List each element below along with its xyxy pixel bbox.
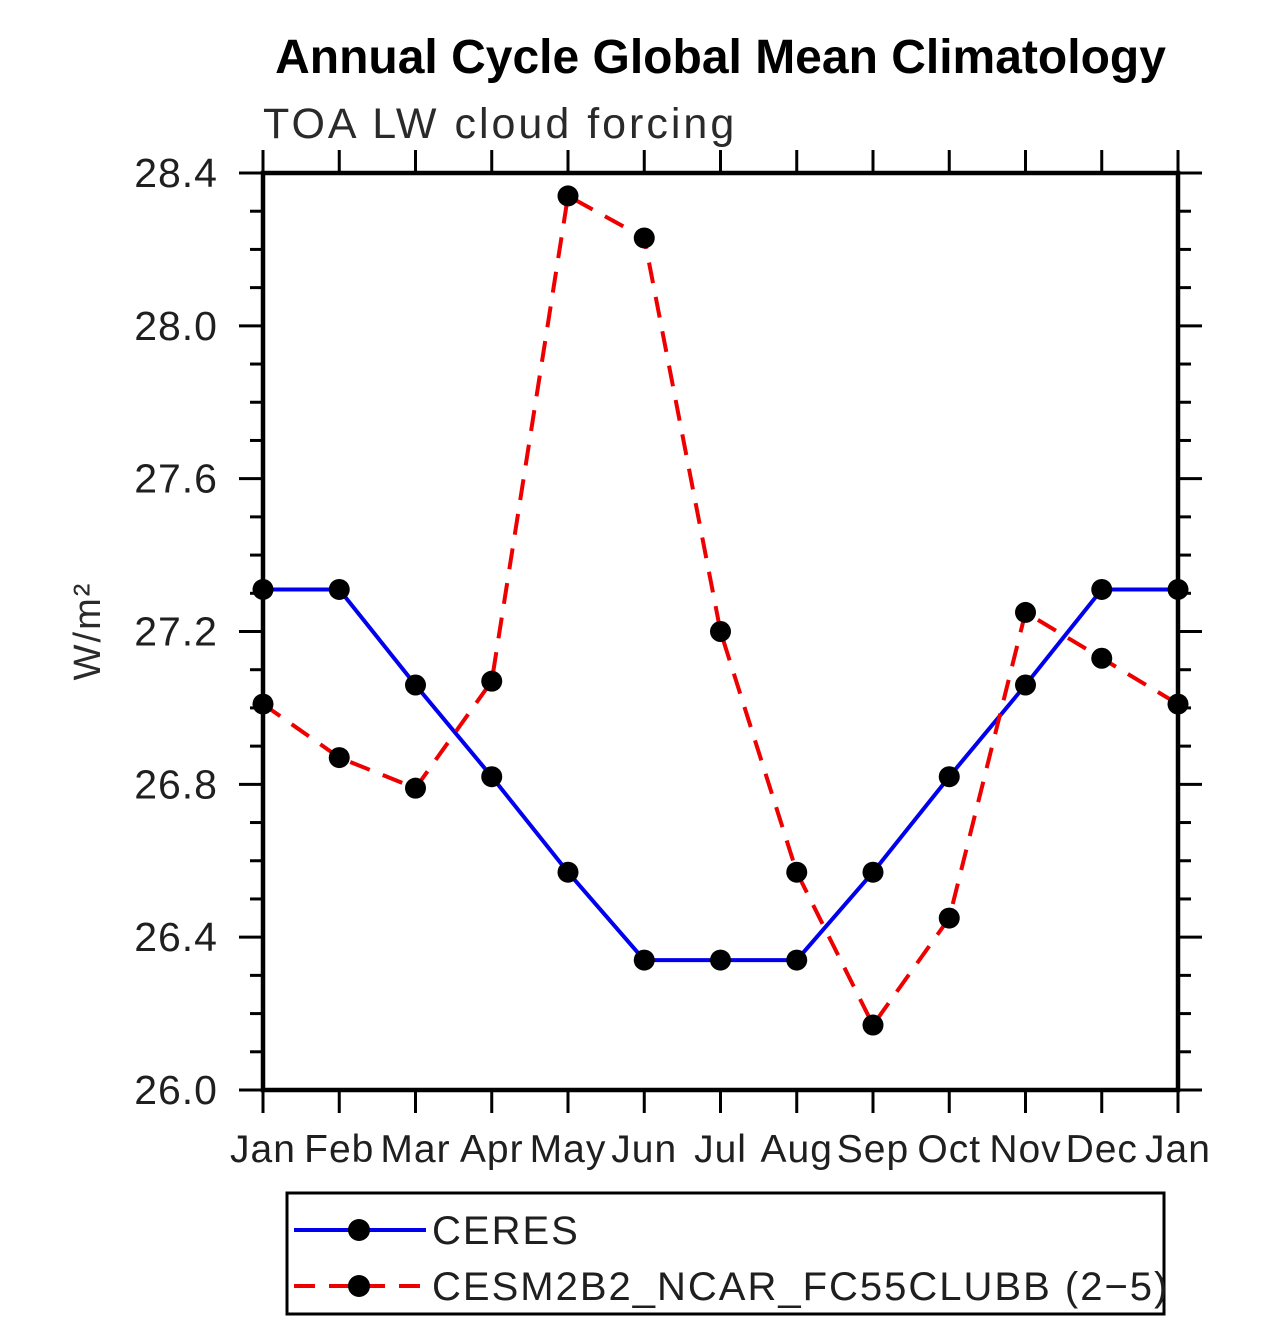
data-point [481, 670, 503, 692]
data-point [481, 766, 503, 788]
x-tick-label: Aug [761, 1128, 833, 1171]
series-line-obs [263, 587, 1178, 963]
legend-label: CERES [432, 1209, 580, 1253]
data-point [557, 185, 579, 207]
series-line-model [261, 192, 1180, 1029]
x-tick-label: Dec [1066, 1128, 1138, 1171]
data-point [938, 907, 960, 929]
data-point [1015, 601, 1036, 623]
data-point [710, 949, 731, 971]
x-tick-label: Jan [1145, 1128, 1211, 1171]
y-tick-label: 27.2 [134, 609, 218, 655]
data-point [405, 777, 426, 799]
data-point [328, 747, 350, 769]
y-tick-label: 28.4 [134, 150, 218, 196]
data-point [1167, 693, 1189, 715]
x-tick-label: Apr [460, 1128, 524, 1171]
data-point [1167, 578, 1189, 600]
data-point [557, 861, 579, 883]
x-tick-label: Oct [917, 1128, 981, 1171]
x-tick-label: Sep [837, 1128, 909, 1171]
x-tick-label: Jul [694, 1128, 747, 1171]
data-point [1015, 674, 1036, 696]
x-tick-label: Nov [989, 1128, 1061, 1171]
chart-subtitle: TOA LW cloud forcing [263, 100, 737, 148]
chart-title: Annual Cycle Global Mean Climatology [275, 31, 1166, 84]
data-point [862, 1014, 884, 1036]
data-point [405, 674, 426, 696]
y-tick-label: 28.0 [134, 303, 218, 349]
legend-marker [348, 1275, 370, 1297]
y-axis-label: W/m² [67, 582, 109, 681]
data-point [786, 861, 808, 883]
x-tick-label: Feb [304, 1128, 374, 1171]
data-point [633, 227, 655, 249]
x-tick-label: Jan [230, 1128, 296, 1171]
y-tick-label: 26.8 [134, 761, 218, 807]
x-tick-label: May [530, 1128, 607, 1171]
data-point [786, 949, 808, 971]
data-point [1091, 578, 1113, 600]
x-tick-label: Mar [380, 1128, 450, 1171]
y-tick-label: 26.0 [134, 1067, 218, 1113]
data-point [633, 949, 655, 971]
legend-label: CESM2B2_NCAR_FC55CLUBB (2−5) [432, 1265, 1169, 1309]
data-point [328, 578, 350, 600]
y-tick-label: 27.6 [134, 456, 218, 502]
x-tick-label: Jun [611, 1128, 677, 1171]
data-point [252, 693, 274, 715]
data-point [252, 578, 274, 600]
data-point [710, 621, 731, 642]
data-point [1091, 647, 1113, 669]
data-point [862, 861, 884, 883]
legend-marker [348, 1219, 370, 1241]
y-tick-label: 26.4 [134, 914, 218, 960]
data-point [938, 766, 960, 788]
legend-box [285, 1191, 1166, 1316]
